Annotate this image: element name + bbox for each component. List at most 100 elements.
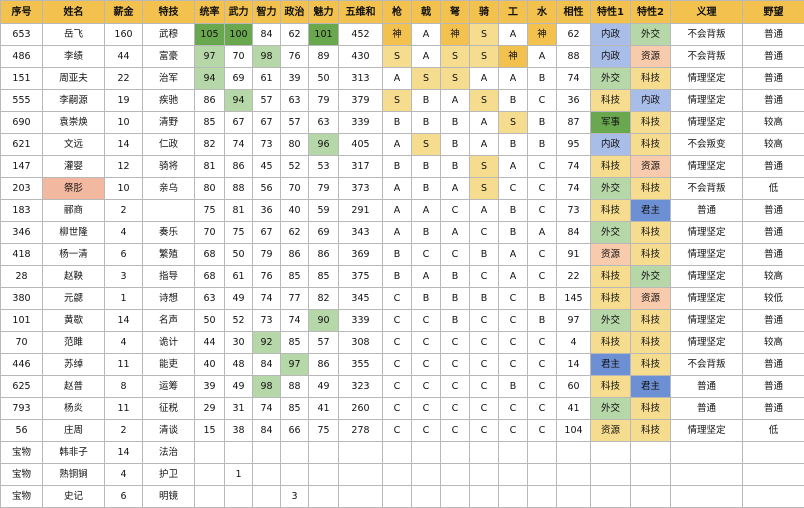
table-cell: 81 <box>225 200 253 222</box>
column-header[interactable]: 特性1 <box>591 1 631 24</box>
table-cell: 李绩 <box>43 46 105 68</box>
table-cell: 68 <box>195 244 225 266</box>
table-cell: 39 <box>195 376 225 398</box>
table-cell: B <box>412 222 441 244</box>
table-cell: A <box>470 68 499 90</box>
column-header[interactable]: 相性 <box>557 1 591 24</box>
table-cell: 49 <box>309 376 339 398</box>
table-cell: 指导 <box>143 266 195 288</box>
table-cell: 79 <box>253 244 281 266</box>
table-cell: 外交 <box>591 310 631 332</box>
table-cell: 88 <box>225 178 253 200</box>
table-cell: 50 <box>309 68 339 90</box>
table-cell: C <box>528 398 557 420</box>
table-cell: 繁殖 <box>143 244 195 266</box>
table-cell: 富豪 <box>143 46 195 68</box>
table-cell: 不会背叛 <box>671 46 743 68</box>
table-cell: 科技 <box>631 420 671 442</box>
table-cell <box>383 486 412 508</box>
table-cell: 84 <box>253 354 281 376</box>
column-header[interactable]: 特技 <box>143 1 195 24</box>
table-cell <box>528 464 557 486</box>
table-cell: 56 <box>253 178 281 200</box>
table-cell: C <box>470 398 499 420</box>
table-cell: B <box>412 90 441 112</box>
table-cell: 44 <box>195 332 225 354</box>
table-cell: 104 <box>557 420 591 442</box>
table-cell <box>470 464 499 486</box>
table-cell <box>671 486 743 508</box>
column-header[interactable]: 野望 <box>743 1 804 24</box>
table-cell: 资源 <box>631 288 671 310</box>
table-cell <box>631 442 671 464</box>
table-cell: 科技 <box>631 332 671 354</box>
table-cell: 神 <box>441 24 470 46</box>
column-header[interactable]: 姓名 <box>43 1 105 24</box>
column-header[interactable]: 武力 <box>225 1 253 24</box>
table-cell: 82 <box>309 288 339 310</box>
table-cell: 资源 <box>591 244 631 266</box>
table-cell: 骑将 <box>143 156 195 178</box>
table-cell: 神 <box>499 46 528 68</box>
table-cell: 61 <box>225 266 253 288</box>
table-cell: 56 <box>1 420 43 442</box>
column-header[interactable]: 义理 <box>671 1 743 24</box>
column-header[interactable]: 魅力 <box>309 1 339 24</box>
table-cell: C <box>470 376 499 398</box>
table-cell: B <box>412 178 441 200</box>
column-header[interactable]: 工 <box>499 1 528 24</box>
table-cell: 情理坚定 <box>671 332 743 354</box>
column-header[interactable]: 弩 <box>441 1 470 24</box>
table-cell: 45 <box>253 156 281 178</box>
table-cell: 38 <box>225 420 253 442</box>
table-cell: 53 <box>309 156 339 178</box>
table-cell: C <box>528 420 557 442</box>
table-cell: A <box>470 200 499 222</box>
column-header[interactable]: 特性2 <box>631 1 671 24</box>
table-cell: B <box>499 134 528 156</box>
table-cell: 49 <box>225 376 253 398</box>
column-header[interactable]: 骑 <box>470 1 499 24</box>
table-cell: 30 <box>225 332 253 354</box>
table-cell: A <box>383 68 412 90</box>
table-cell: C <box>528 354 557 376</box>
table-cell: 86 <box>309 354 339 376</box>
table-cell: 36 <box>253 200 281 222</box>
table-cell: S <box>470 90 499 112</box>
column-header[interactable]: 统率 <box>195 1 225 24</box>
column-header[interactable]: 薪金 <box>105 1 143 24</box>
table-cell: S <box>470 24 499 46</box>
table-cell: 杨炎 <box>43 398 105 420</box>
column-header[interactable]: 枪 <box>383 1 412 24</box>
table-cell: 19 <box>105 90 143 112</box>
table-cell: C <box>528 266 557 288</box>
table-cell: 4 <box>105 464 143 486</box>
column-header[interactable]: 五维和 <box>339 1 383 24</box>
table-cell: 杨一清 <box>43 244 105 266</box>
table-cell: B <box>499 200 528 222</box>
column-header[interactable]: 政治 <box>281 1 309 24</box>
table-cell: 情理坚定 <box>671 310 743 332</box>
column-header[interactable]: 水 <box>528 1 557 24</box>
column-header[interactable]: 智力 <box>253 1 281 24</box>
table-cell: 39 <box>281 68 309 90</box>
table-cell: 14 <box>105 134 143 156</box>
table-cell: S <box>383 46 412 68</box>
column-header[interactable]: 序号 <box>1 1 43 24</box>
table-cell: 63 <box>309 112 339 134</box>
column-header[interactable]: 戟 <box>412 1 441 24</box>
table-cell: 105 <box>195 24 225 46</box>
table-cell <box>528 486 557 508</box>
table-cell: 普通 <box>743 46 804 68</box>
table-cell <box>470 486 499 508</box>
table-cell: A <box>412 24 441 46</box>
table-cell: 4 <box>105 222 143 244</box>
table-cell: 普通 <box>743 68 804 90</box>
table-cell: C <box>528 332 557 354</box>
